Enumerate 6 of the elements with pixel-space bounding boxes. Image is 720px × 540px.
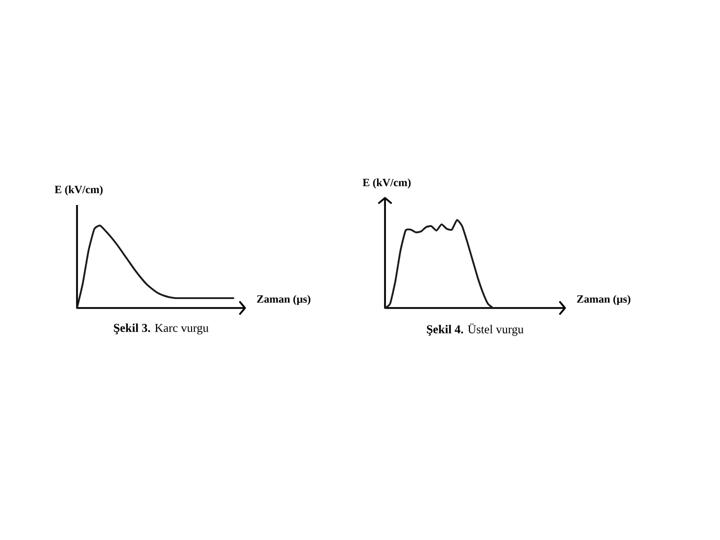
x-axis-title: Zaman (µs) [577,295,630,305]
x-axis-title: Zaman (µs) [257,295,310,305]
y-axis-title: E (kV/cm) [362,178,411,188]
text: Şekil 3. Karc vurgu [114,324,209,334]
text: Şekil 4. Üstel vurgu [426,324,524,336]
y-axis-title: E (kV/cm) [54,185,103,196]
